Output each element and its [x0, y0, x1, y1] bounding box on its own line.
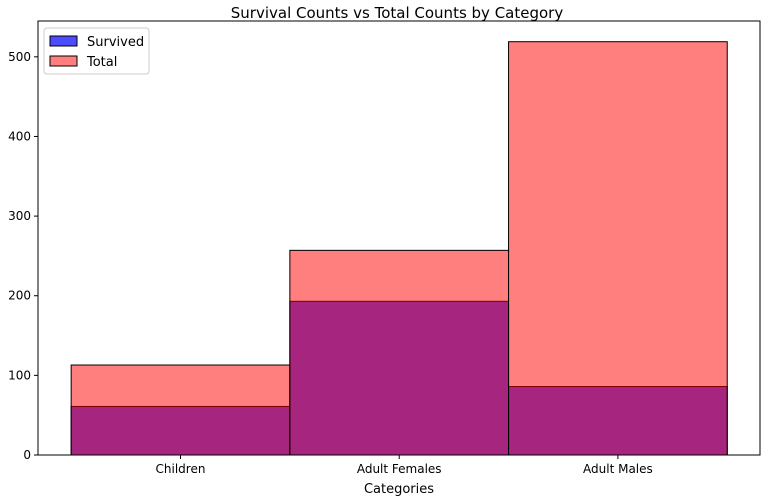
y-tick-label-300: 300 [8, 209, 31, 223]
x-tick-label-adult-males: Adult Males [583, 462, 653, 476]
x-tick-label-children: Children [156, 462, 206, 476]
x-axis: Children Adult Females Adult Males [156, 455, 653, 476]
bar-total-adult-males [508, 41, 728, 456]
bars-layer [70, 41, 728, 456]
legend: Survived Total [43, 27, 150, 75]
chart-title: Survival Counts vs Total Counts by Categ… [231, 4, 564, 22]
legend-label-survived: Survived [87, 35, 144, 50]
bar-total-children [70, 364, 291, 456]
y-tick-label-0: 0 [23, 448, 31, 462]
y-axis: 0 100 200 300 400 500 [8, 50, 38, 462]
y-tick-label-200: 200 [8, 289, 31, 303]
bar-total-adult-females [289, 249, 510, 456]
legend-swatch-survived [49, 35, 78, 47]
y-tick-label-100: 100 [8, 368, 31, 382]
x-tick-label-adult-females: Adult Females [357, 462, 442, 476]
y-tick-label-400: 400 [8, 129, 31, 143]
legend-swatch-total [49, 55, 78, 67]
x-axis-label: Categories [364, 482, 434, 497]
y-tick-label-500: 500 [8, 50, 31, 64]
legend-label-total: Total [86, 55, 117, 70]
